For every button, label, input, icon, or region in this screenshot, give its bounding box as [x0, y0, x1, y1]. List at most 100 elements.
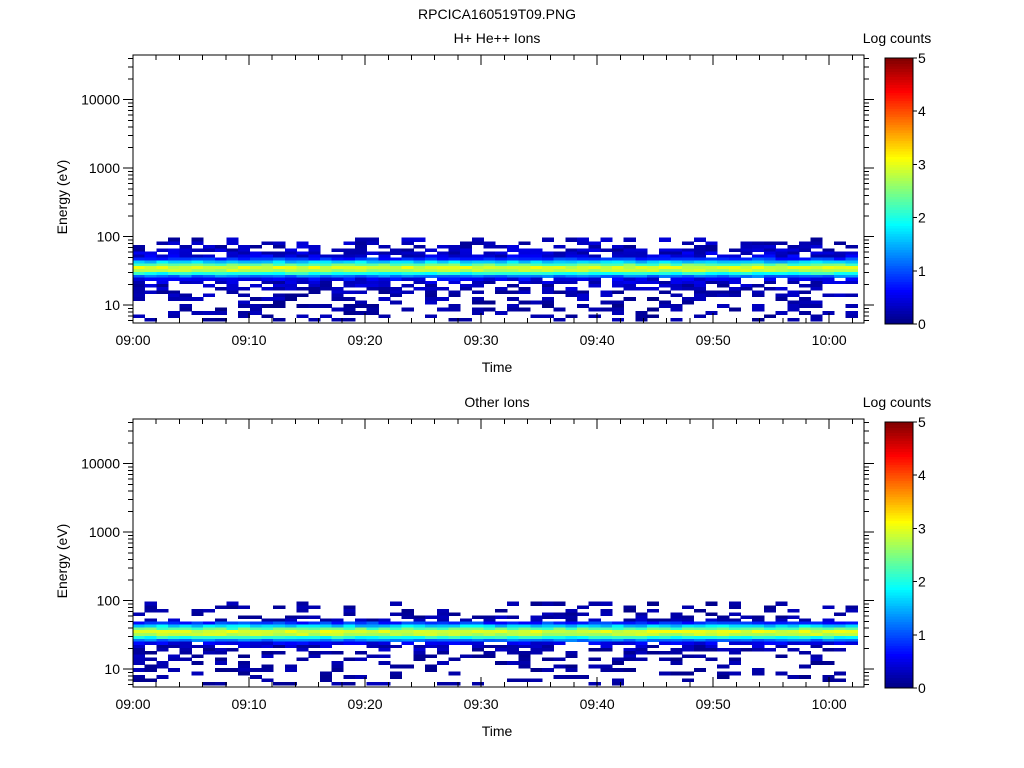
heatmap-cell — [460, 244, 473, 249]
heatmap-cell — [273, 644, 286, 649]
heatmap-cell — [635, 254, 648, 258]
heatmap-cell — [448, 277, 461, 282]
heatmap-cell — [576, 293, 590, 298]
colorbar-swatch — [885, 60, 913, 64]
heatmap-cell — [647, 280, 660, 285]
heatmap-cell — [717, 615, 730, 619]
heatmap-cell — [612, 290, 625, 294]
heatmap-cell — [728, 254, 741, 258]
heatmap-cell — [133, 650, 146, 655]
heatmap-cell — [717, 280, 730, 285]
heatmap-cell — [693, 644, 706, 649]
heatmap-cell — [284, 280, 297, 285]
heatmap-cell — [787, 277, 800, 282]
colorbar-swatch — [885, 273, 913, 277]
heatmap-cell — [530, 618, 543, 622]
heatmap-cell — [436, 621, 449, 625]
heatmap-cell — [612, 621, 625, 625]
heatmap-cell — [238, 630, 251, 634]
heatmap-cell — [705, 636, 718, 640]
heatmap-cell — [191, 260, 204, 264]
heatmap-cell — [775, 266, 788, 270]
heatmap-cell — [378, 251, 391, 255]
figure-title: RPCICA160519T09.PNG — [418, 6, 576, 22]
heatmap-cell — [635, 630, 648, 634]
heatmap-cell — [798, 269, 812, 273]
heatmap-cell — [530, 300, 543, 305]
heatmap-cell — [763, 266, 777, 270]
heatmap-cell — [413, 269, 426, 273]
heatmap-cell — [273, 636, 286, 640]
heatmap-cell — [576, 254, 590, 258]
heatmap-cell — [319, 630, 333, 634]
heatmap-cell — [682, 678, 695, 683]
colorbar-tick-label: 2 — [918, 210, 926, 226]
heatmap-cell — [518, 286, 531, 291]
heatmap-cell — [682, 263, 695, 267]
heatmap-cell — [775, 260, 788, 264]
heatmap-cell — [319, 624, 333, 628]
heatmap-cell — [763, 272, 777, 276]
heatmap-cell — [203, 254, 216, 258]
colorbar-swatch — [885, 528, 913, 532]
heatmap-cell — [810, 630, 823, 634]
heatmap-cell — [448, 248, 461, 252]
heatmap-cell — [623, 654, 636, 658]
heatmap-cell — [670, 633, 683, 637]
heatmap-cell — [133, 314, 146, 319]
colorbar-swatch — [885, 212, 913, 216]
heatmap-cell — [670, 293, 683, 298]
heatmap-cell — [226, 237, 239, 242]
heatmap-cell — [238, 260, 251, 264]
heatmap-cell — [401, 307, 414, 312]
heatmap-cell — [354, 251, 368, 255]
colorbar-swatch — [885, 570, 913, 575]
heatmap-cell — [553, 675, 566, 679]
heatmap-cell — [822, 621, 835, 625]
heatmap-cell — [717, 257, 730, 261]
heatmap-cell — [752, 257, 765, 261]
heatmap-cell — [623, 638, 636, 642]
heatmap-cell — [553, 274, 566, 278]
colorbar-swatch — [885, 451, 913, 455]
heatmap-cell — [506, 660, 519, 665]
heatmap-cell — [425, 300, 438, 305]
heatmap-cell — [366, 636, 379, 640]
heatmap-cell — [331, 293, 344, 298]
colorbar-swatch — [885, 222, 913, 227]
heatmap-cell — [308, 248, 321, 252]
heatmap-cell — [775, 296, 788, 301]
heatmap-cell — [238, 304, 251, 308]
heatmap-cell — [635, 612, 648, 616]
colorbar-frame — [884, 421, 914, 689]
colorbar-swatch — [885, 262, 913, 266]
heatmap-cell — [717, 671, 730, 676]
heatmap-cell — [156, 280, 169, 285]
heatmap-cell — [238, 314, 251, 319]
heatmap-cell — [483, 627, 496, 631]
heatmap-cell — [635, 274, 648, 278]
heatmap-cell — [471, 647, 484, 652]
colorbar-swatch — [885, 204, 913, 208]
heatmap-cell — [483, 650, 496, 655]
heatmap-cell — [787, 280, 800, 285]
heatmap-cell — [203, 263, 216, 267]
heatmap-cell — [261, 241, 274, 246]
heatmap-cell — [787, 615, 800, 619]
heatmap-cell — [168, 251, 181, 255]
heatmap-cell — [763, 641, 777, 646]
heatmap-cell — [144, 657, 157, 662]
heatmap-cell — [576, 636, 590, 640]
heatmap-cell — [425, 621, 438, 625]
heatmap-cell — [214, 244, 227, 249]
heatmap-cell — [156, 636, 169, 640]
heatmap-cell — [133, 286, 146, 291]
heatmap-cell — [238, 621, 251, 625]
colorbar-swatch — [885, 103, 913, 107]
heatmap-cell — [647, 601, 660, 606]
heatmap-cell — [728, 274, 741, 278]
colorbar-tick-label: 4 — [918, 103, 926, 119]
heatmap-cell — [144, 618, 157, 622]
heatmap-cell — [600, 668, 613, 672]
heatmap-cell — [670, 307, 683, 312]
